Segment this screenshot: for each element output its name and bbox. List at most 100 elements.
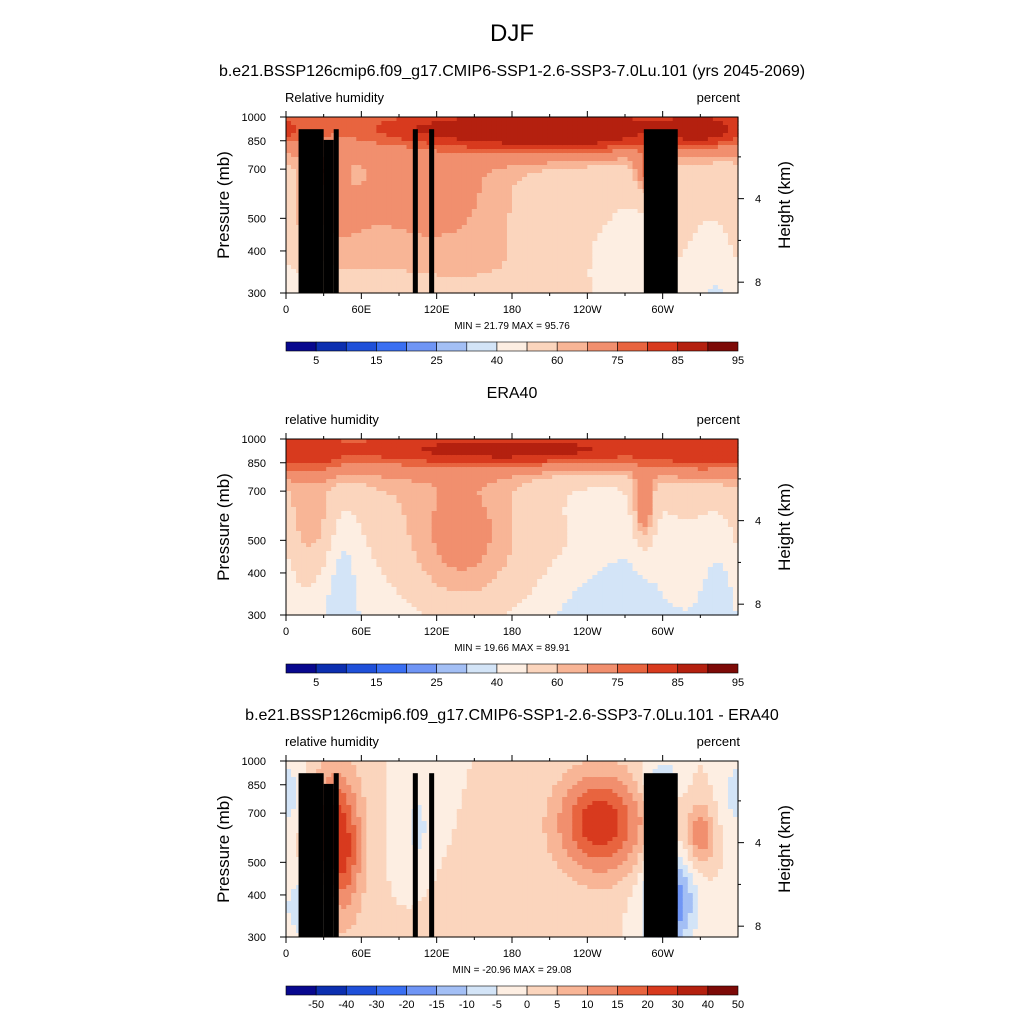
contour-cell [637,149,644,154]
contour-cell [496,129,503,134]
contour-cell [732,205,739,210]
contour-cell [341,157,347,162]
contour-cell [361,261,367,266]
contour-cell [501,185,508,190]
contour-cell [677,241,684,246]
contour-cell [301,579,307,584]
contour-cell [296,479,302,484]
contour-cell [687,173,694,178]
contour-cell [522,253,528,258]
contour-cell [547,277,553,282]
contour-cell [702,197,709,202]
panel-1-min-max: MIN = 21.79 MAX = 95.76 [454,321,570,332]
contour-cell [682,185,689,190]
contour-cell [456,285,463,290]
contour-cell [356,117,362,122]
contour-cell [481,269,488,274]
contour-cell [381,571,388,576]
contour-cell [717,237,724,242]
contour-cell [421,253,428,258]
contour-cell [306,459,312,464]
contour-cell [712,237,719,242]
contour-cell [637,221,644,226]
contour-cell [286,467,292,472]
contour-cell [692,257,699,262]
contour-cell [381,209,388,214]
contour-cell [466,157,473,162]
contour-cell [441,157,448,162]
contour-cell [607,261,614,266]
contour-cell [376,273,383,278]
contour-cell [627,237,634,242]
contour-cell [376,595,383,600]
contour-cell [486,277,493,282]
contour-cell [617,245,624,250]
contour-cell [446,153,453,158]
contour-cell [296,439,302,444]
contour-cell [547,137,553,142]
contour-cell [406,165,413,170]
contour-cell [456,141,463,146]
contour-cell [391,149,398,154]
contour-cell [436,221,443,226]
contour-cell [376,591,383,596]
contour-cell [582,125,588,130]
contour-cell [366,455,372,460]
contour-cell [381,289,388,294]
contour-cell [386,233,393,238]
contour-cell [552,193,558,198]
contour-cell [346,547,352,552]
contour-cell [286,443,292,448]
contour-cell [637,233,644,238]
contour-cell [562,185,568,190]
contour-cell [512,257,518,262]
contour-cell [286,181,292,186]
contour-cell [717,145,724,150]
contour-cell [456,189,463,194]
contour-cell [306,491,312,496]
contour-cell [612,285,619,290]
contour-cell [391,281,398,286]
contour-cell [727,285,734,290]
contour-cell [522,249,528,254]
contour-cell [341,261,347,266]
contour-cell [557,133,563,138]
contour-cell [336,169,342,174]
contour-cell [592,265,598,270]
contour-cell [527,177,533,182]
contour-cell [491,133,498,138]
contour-cell [336,289,342,294]
contour-cell [371,177,377,182]
contour-cell [316,467,322,472]
contour-cell [687,265,694,270]
contour-cell [692,273,699,278]
contour-cell [326,125,332,130]
contour-cell [471,233,478,238]
contour-cell [582,121,588,126]
contour-cell [532,257,538,262]
contour-cell [351,499,357,504]
contour-cell [602,265,609,270]
contour-cell [717,129,724,134]
contour-cell [386,519,393,524]
contour-cell [527,269,533,274]
contour-cell [607,217,614,222]
contour-cell [301,475,307,480]
contour-cell [722,193,729,198]
contour-cell [562,249,568,254]
contour-cell [326,463,332,468]
contour-cell [371,249,377,254]
contour-cell [381,281,388,286]
contour-cell [326,523,332,528]
contour-cell [351,587,357,592]
contour-cell [441,261,448,266]
contour-cell [356,571,362,576]
contour-cell [597,237,603,242]
contour-cell [707,217,714,222]
contour-cell [522,257,528,262]
contour-cell [672,125,679,130]
contour-cell [562,157,568,162]
contour-cell [391,455,398,460]
contour-cell [381,133,388,138]
contour-cell [331,591,337,596]
